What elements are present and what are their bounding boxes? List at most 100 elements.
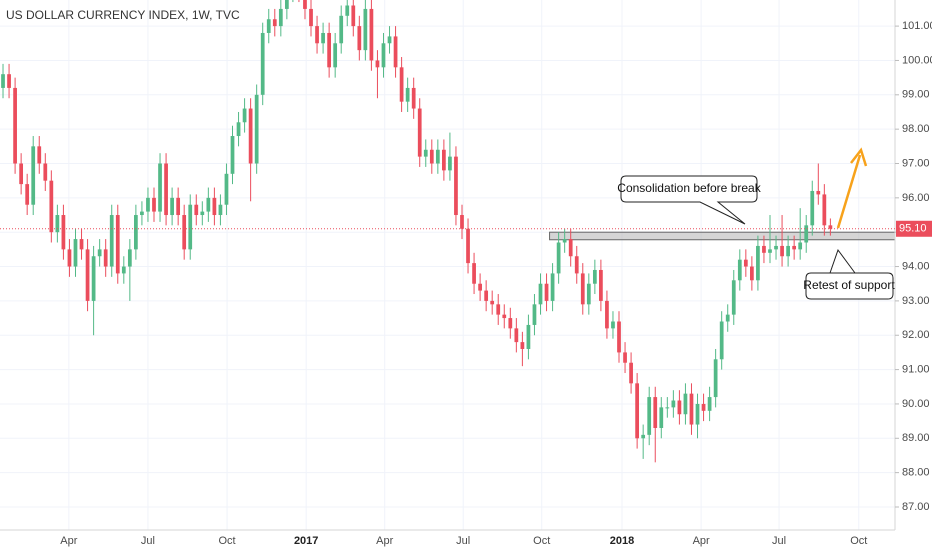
candle-body <box>188 204 193 250</box>
candles <box>1 0 833 463</box>
candle-body <box>345 5 350 16</box>
candle-body <box>1 74 5 88</box>
candle-body <box>448 156 452 171</box>
candle-body <box>363 8 368 51</box>
candle-body <box>731 280 736 315</box>
candle-body <box>629 362 633 384</box>
y-tick-label: 97.00 <box>902 157 930 169</box>
y-tick-label: 101.00 <box>902 20 932 32</box>
x-tick-label: Apr <box>376 535 393 547</box>
candle-body <box>200 211 205 216</box>
x-tick-label: Apr <box>693 535 710 547</box>
x-tick-label: Jul <box>141 535 155 547</box>
y-tick-label: 89.00 <box>902 432 930 444</box>
candle-body <box>611 321 615 329</box>
candle-body <box>762 245 766 253</box>
candle-body <box>339 15 344 44</box>
candle-body <box>49 180 54 233</box>
candle-body <box>327 32 332 68</box>
candle-body <box>466 228 470 264</box>
candle-body <box>550 273 555 301</box>
candle-body <box>236 122 241 137</box>
candle-body <box>756 245 760 281</box>
candle-body <box>266 19 271 33</box>
candle-body <box>574 256 579 274</box>
candle-body <box>79 239 84 250</box>
callout-text: Consolidation before break <box>617 181 761 195</box>
candle-body <box>641 434 646 439</box>
zone-layer <box>549 231 896 241</box>
candle-body <box>7 74 11 88</box>
candle-body <box>743 259 748 267</box>
candle-body <box>544 283 549 301</box>
x-tick-label: Oct <box>219 535 236 547</box>
candle-body <box>321 32 325 44</box>
candle-body <box>423 149 428 157</box>
candle-body <box>532 304 537 325</box>
candle-body <box>218 204 223 216</box>
candle-body <box>260 32 265 95</box>
candle-body <box>176 197 181 216</box>
candle-body <box>707 397 712 411</box>
candle-body <box>822 194 827 226</box>
candle-body <box>484 290 489 301</box>
candle-body <box>671 400 676 408</box>
candle-body <box>750 266 754 281</box>
last-price-label: 95.10 <box>899 223 927 235</box>
candle-body <box>586 283 591 305</box>
candle-body <box>121 266 126 274</box>
candle-body <box>393 36 398 68</box>
callout-box <box>805 248 894 300</box>
candle-body <box>31 146 36 205</box>
candle-body <box>580 273 585 305</box>
y-tick-label: 94.00 <box>902 260 930 272</box>
candle-body <box>194 204 199 216</box>
y-tick-label: 93.00 <box>902 295 930 307</box>
candle-body <box>526 324 531 349</box>
candle-body <box>435 149 440 164</box>
candle-body <box>158 163 162 212</box>
x-tick-label: Apr <box>60 535 77 547</box>
candle-body <box>309 8 313 27</box>
candle-body <box>786 245 790 257</box>
candle-body <box>278 8 283 27</box>
candle-body <box>460 215 464 229</box>
candle-body <box>496 304 501 315</box>
candle-body <box>212 197 217 216</box>
candle-body <box>351 5 356 27</box>
candle-body <box>659 407 664 428</box>
candle-body <box>55 215 60 233</box>
candle-body <box>429 149 434 164</box>
x-tick-label: Oct <box>850 535 867 547</box>
y-tick-label: 96.00 <box>902 192 930 204</box>
y-tick-label: 91.00 <box>902 363 930 375</box>
candle-body <box>164 163 168 216</box>
y-tick-label: 100.00 <box>902 54 932 66</box>
candle-body <box>230 136 235 174</box>
x-tick-label: Jul <box>456 535 470 547</box>
candle-body <box>725 314 730 322</box>
candle-body <box>206 197 211 212</box>
callout-box <box>620 175 758 225</box>
x-tick-label: 2017 <box>294 535 318 547</box>
candle-body <box>490 300 495 305</box>
candle-body <box>411 87 416 109</box>
candle-body <box>719 321 724 360</box>
candle-body <box>369 8 374 61</box>
candle-body <box>97 249 102 257</box>
candle-body <box>399 67 404 102</box>
candle-body <box>653 397 658 428</box>
candle-body <box>224 173 229 205</box>
candle-body <box>303 0 307 9</box>
candle-body <box>315 26 319 44</box>
candle-body <box>617 321 621 353</box>
candle-body <box>798 242 803 250</box>
candle-body <box>502 314 507 319</box>
candle-body <box>357 26 362 51</box>
candle-body <box>774 245 778 250</box>
candle-body <box>146 197 150 212</box>
y-tick-label: 90.00 <box>902 398 930 410</box>
x-tick-label: Jul <box>772 535 786 547</box>
candle-body <box>387 36 392 44</box>
